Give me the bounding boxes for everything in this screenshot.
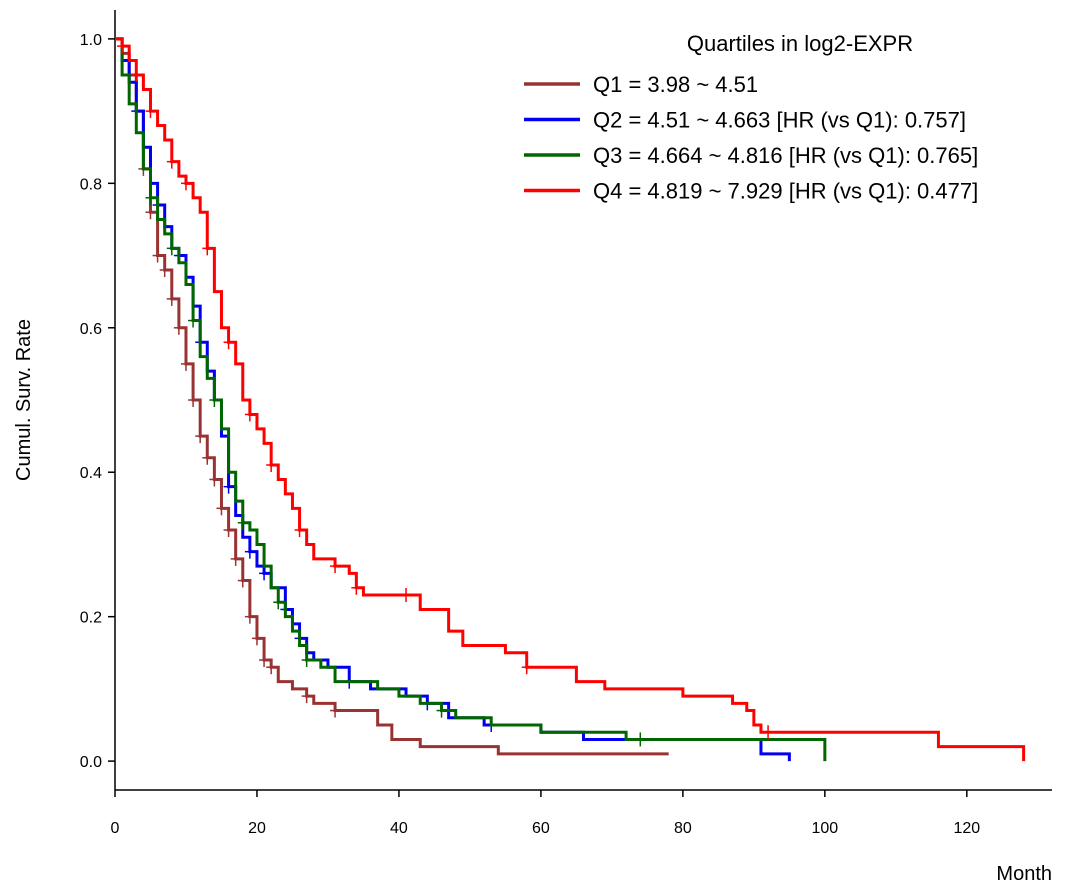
legend-label-q1: Q1 = 3.98 ~ 4.51 xyxy=(593,72,758,97)
x-tick-label: 60 xyxy=(532,820,550,837)
y-tick-label: 0.4 xyxy=(80,465,102,482)
x-tick-label: 120 xyxy=(953,820,980,837)
legend-label-q4: Q4 = 4.819 ~ 7.929 [HR (vs Q1): 0.477] xyxy=(593,179,978,204)
legend-label-q3: Q3 = 4.664 ~ 4.816 [HR (vs Q1): 0.765] xyxy=(593,143,978,168)
y-axis-label: Cumul. Surv. Rate xyxy=(13,319,35,481)
series-4 xyxy=(115,37,1026,762)
y-tick-label: 0.6 xyxy=(80,321,102,338)
y-tick-label: 0.2 xyxy=(80,610,102,627)
x-tick-label: 100 xyxy=(811,820,838,837)
x-axis-label: Month xyxy=(996,863,1052,885)
survival-curve-q4 xyxy=(115,37,1026,762)
y-tick-label: 1.0 xyxy=(80,32,102,49)
survival-curve-q1 xyxy=(115,37,669,756)
legend: Quartiles in log2-EXPR Q1 = 3.98 ~ 4.51 Q… xyxy=(524,31,978,204)
y-tick-label: 0.8 xyxy=(80,176,102,193)
series-layer xyxy=(115,37,1026,762)
legend-title: Quartiles in log2-EXPR xyxy=(687,31,913,56)
y-tick-label: 0.0 xyxy=(80,754,102,771)
x-tick-label: 0 xyxy=(111,820,120,837)
x-tick-label: 20 xyxy=(248,820,266,837)
axes-layer: 0 20 40 60 80 100 120 0.0 0.2 0.4 0.6 0.8 1.0 xyxy=(80,10,1052,837)
series-1 xyxy=(115,37,669,756)
series-3 xyxy=(115,37,827,762)
x-tick-label: 40 xyxy=(390,820,408,837)
legend-label-q2: Q2 = 4.51 ~ 4.663 [HR (vs Q1): 0.757] xyxy=(593,108,966,133)
survival-curve-q3 xyxy=(115,37,827,762)
x-tick-label: 80 xyxy=(674,820,692,837)
